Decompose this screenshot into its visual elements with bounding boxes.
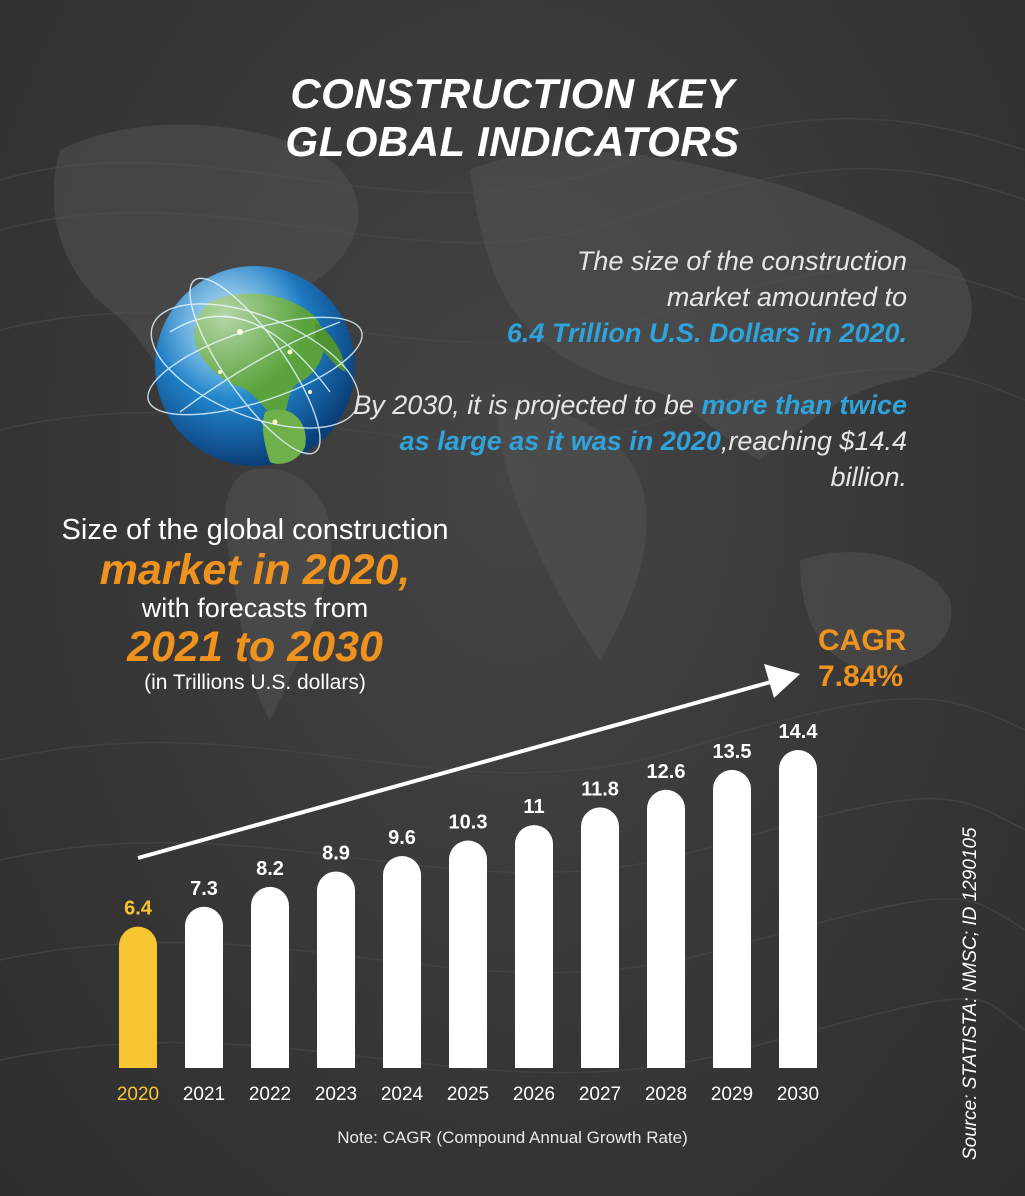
- bar-value-label: 6.4: [124, 898, 153, 920]
- bar-value-label: 7.3: [190, 878, 218, 900]
- intro-p1-line2: market amounted to: [666, 282, 907, 312]
- x-tick-label: 2026: [513, 1084, 555, 1105]
- cagr-callout: CAGR 7.84%: [818, 623, 906, 695]
- chart-subtitle: Size of the global construction market i…: [20, 512, 490, 696]
- bar-2030: [779, 750, 817, 1068]
- x-tick-label: 2021: [183, 1084, 225, 1105]
- bar-value-label: 11: [523, 796, 544, 818]
- subtitle-line-3: with forecasts from: [141, 593, 369, 623]
- bar-value-label: 11.8: [581, 778, 619, 800]
- subtitle-line-2: market in 2020,: [99, 546, 411, 594]
- intro-text: The size of the construction market amou…: [347, 243, 907, 495]
- source-credit: Source: STATISTA: NMSC; ID 1290105: [960, 827, 981, 1160]
- title-line-1: CONSTRUCTION KEY: [290, 70, 735, 117]
- subtitle-line-5: (in Trillions U.S. dollars): [144, 671, 366, 694]
- bar-value-label: 10.3: [449, 812, 488, 834]
- x-tick-label: 2029: [711, 1084, 753, 1105]
- cagr-value: 7.84%: [818, 660, 904, 693]
- chart-note: Note: CAGR (Compound Annual Growth Rate): [337, 1128, 688, 1147]
- title-line-2: GLOBAL INDICATORS: [285, 118, 740, 165]
- x-tick-label: 2028: [645, 1084, 687, 1105]
- bar-2026: [515, 825, 553, 1068]
- x-tick-label: 2024: [381, 1084, 424, 1105]
- bar-2024: [383, 856, 421, 1068]
- bar-value-label: 12.6: [647, 761, 686, 783]
- bar-value-label: 9.6: [388, 827, 416, 849]
- intro-p2-start: By 2030, it is projected to be: [353, 390, 702, 420]
- bar-2028: [647, 789, 685, 1068]
- intro-p1-line1: The size of the construction: [576, 246, 907, 276]
- bar-value-label: 8.2: [256, 858, 284, 880]
- x-tick-label: 2030: [777, 1084, 819, 1105]
- x-tick-label: 2027: [579, 1084, 621, 1105]
- subtitle-line-4: 2021 to 2030: [127, 623, 383, 671]
- globe-icon: [147, 266, 363, 466]
- intro-p1-highlight: 6.4 Trillion U.S. Dollars in 2020.: [506, 318, 907, 348]
- bar-2025: [449, 840, 487, 1068]
- bar-2022: [251, 886, 289, 1068]
- bar-2027: [581, 807, 619, 1068]
- bar-2023: [317, 871, 355, 1068]
- bar-value-label: 14.4: [779, 721, 819, 743]
- bar-2020: [119, 926, 157, 1068]
- intro-p2-end: ,reaching $14.4 billion.: [720, 426, 907, 492]
- bar-value-label: 13.5: [713, 741, 752, 763]
- intro-paragraph-1: The size of the construction market amou…: [347, 243, 907, 351]
- bar-2029: [713, 769, 751, 1068]
- page-title: CONSTRUCTION KEY GLOBAL INDICATORS: [0, 70, 1025, 166]
- trend-arrow-icon: [137, 664, 800, 860]
- bar-2021: [185, 906, 223, 1068]
- bar-value-label: 8.9: [322, 842, 350, 864]
- subtitle-line-1: Size of the global construction: [61, 514, 449, 546]
- intro-p2-highlight: more than twice as large as it was in 20…: [399, 390, 907, 456]
- x-tick-label: 2023: [315, 1084, 357, 1105]
- intro-paragraph-2: By 2030, it is projected to be more than…: [347, 387, 907, 495]
- x-tick-label: 2025: [447, 1084, 489, 1105]
- cagr-label: CAGR: [818, 624, 907, 657]
- x-tick-label: 2022: [249, 1084, 291, 1105]
- x-tick-label: 2020: [117, 1084, 159, 1105]
